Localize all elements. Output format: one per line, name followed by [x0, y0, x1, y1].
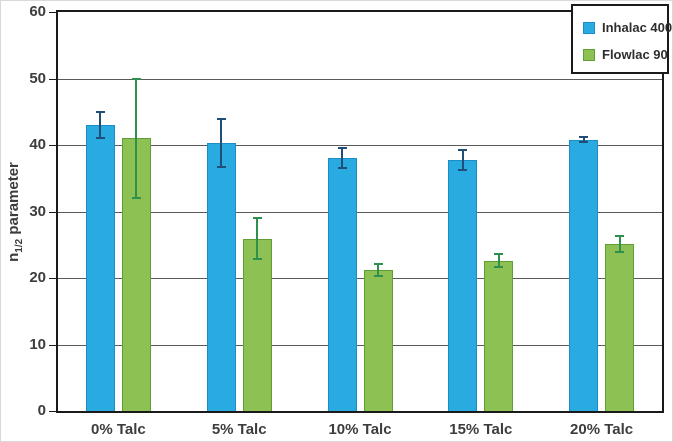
error-bar-flowlac-90-3 — [377, 264, 379, 276]
legend-label-flowlac-90: Flowlac 90 — [602, 47, 668, 62]
y-tick-label-30: 30 — [29, 202, 46, 220]
error-bar-cap-top-inhalac-400-5 — [579, 136, 589, 139]
gridline-20 — [58, 278, 662, 279]
y-tick-label-60: 60 — [29, 3, 46, 20]
bar-inhalac-400-3 — [327, 158, 357, 411]
legend: Inhalac 400 Flowlac 90 — [571, 4, 672, 74]
error-bar-cap-top-flowlac-90-3 — [373, 263, 383, 266]
error-bar-cap-bottom-flowlac-90-4 — [494, 266, 504, 269]
error-bar-cap-top-inhalac-400-4 — [458, 149, 468, 152]
error-bar-flowlac-90-4 — [497, 254, 500, 268]
x-axis-label-3: 10% Talc — [328, 421, 392, 438]
x-axis-label-4: 15% Talc — [449, 421, 513, 438]
bar-flowlac-90-5 — [605, 244, 635, 411]
error-bar-flowlac-90-2 — [256, 218, 259, 260]
error-bar-flowlac-90-5 — [618, 236, 621, 253]
y-axis-title-base: n — [5, 252, 22, 262]
legend-item-inhalac-400: Inhalac 400 — [583, 14, 672, 41]
y-tick-label-10: 10 — [29, 335, 46, 353]
error-bar-cap-bottom-inhalac-400-5 — [579, 141, 589, 144]
bar-inhalac-400-2 — [206, 143, 236, 411]
x-axis-label-1: 0% Talc — [91, 421, 146, 438]
error-bar-inhalac-400-3 — [341, 148, 343, 169]
gridline-10 — [58, 344, 662, 346]
y-tick-label-40: 40 — [29, 136, 46, 153]
error-bar-cap-top-flowlac-90-1 — [131, 78, 141, 81]
error-bar-cap-bottom-flowlac-90-5 — [615, 251, 625, 254]
x-axis-label-2: 5% Talc — [211, 421, 267, 438]
bar-inhalac-400-4 — [448, 160, 478, 411]
plot-area — [56, 10, 664, 413]
error-bar-cap-top-inhalac-400-3 — [337, 147, 347, 150]
bar-flowlac-90-4 — [484, 260, 514, 411]
y-axis-title-rest: parameter — [5, 162, 22, 239]
error-bar-cap-bottom-flowlac-90-2 — [252, 258, 262, 261]
bar-flowlac-90-2 — [242, 238, 272, 411]
y-axis-title-subscript: 1/2 — [14, 238, 25, 253]
error-bar-cap-bottom-inhalac-400-1 — [95, 137, 105, 140]
error-bar-cap-bottom-inhalac-400-3 — [337, 167, 347, 170]
error-bar-cap-top-flowlac-90-5 — [615, 235, 625, 238]
y-tick-label-50: 50 — [29, 69, 46, 87]
error-bar-inhalac-400-5 — [582, 137, 585, 143]
gridline-40 — [58, 145, 662, 146]
error-bar-cap-top-flowlac-90-2 — [252, 217, 262, 220]
legend-swatch-inhalac-400 — [583, 21, 595, 34]
y-tick-mark-60 — [49, 12, 56, 13]
y-tick-label-20: 20 — [29, 269, 46, 286]
y-tick-mark-0 — [49, 411, 56, 412]
y-tick-mark-40 — [49, 145, 56, 146]
error-bar-cap-top-flowlac-90-4 — [494, 253, 504, 256]
bar-flowlac-90-3 — [363, 270, 393, 411]
y-tick-mark-50 — [49, 78, 56, 80]
y-tick-label-0: 0 — [37, 402, 46, 419]
gridline-30 — [58, 211, 662, 213]
bar-inhalac-400-5 — [569, 139, 599, 411]
error-bar-inhalac-400-2 — [220, 119, 223, 167]
error-bar-cap-top-inhalac-400-1 — [95, 110, 105, 113]
gridline-50 — [58, 78, 662, 80]
error-bar-cap-bottom-inhalac-400-2 — [216, 165, 226, 168]
x-axis-label-5: 20% Talc — [570, 421, 634, 438]
error-bar-cap-bottom-inhalac-400-4 — [458, 169, 468, 172]
error-bar-inhalac-400-1 — [99, 111, 102, 139]
y-tick-mark-30 — [49, 211, 56, 213]
y-tick-mark-20 — [49, 278, 56, 279]
error-bar-inhalac-400-4 — [461, 150, 464, 171]
error-bar-cap-bottom-flowlac-90-3 — [373, 275, 383, 277]
y-tick-mark-10 — [49, 344, 56, 346]
legend-label-inhalac-400: Inhalac 400 — [602, 20, 673, 35]
bar-inhalac-400-1 — [85, 125, 115, 411]
legend-item-flowlac-90: Flowlac 90 — [583, 41, 668, 68]
error-bar-cap-bottom-flowlac-90-1 — [131, 196, 141, 199]
legend-swatch-flowlac-90 — [583, 48, 595, 61]
error-bar-flowlac-90-1 — [135, 79, 138, 198]
error-bar-cap-top-inhalac-400-2 — [216, 118, 226, 121]
